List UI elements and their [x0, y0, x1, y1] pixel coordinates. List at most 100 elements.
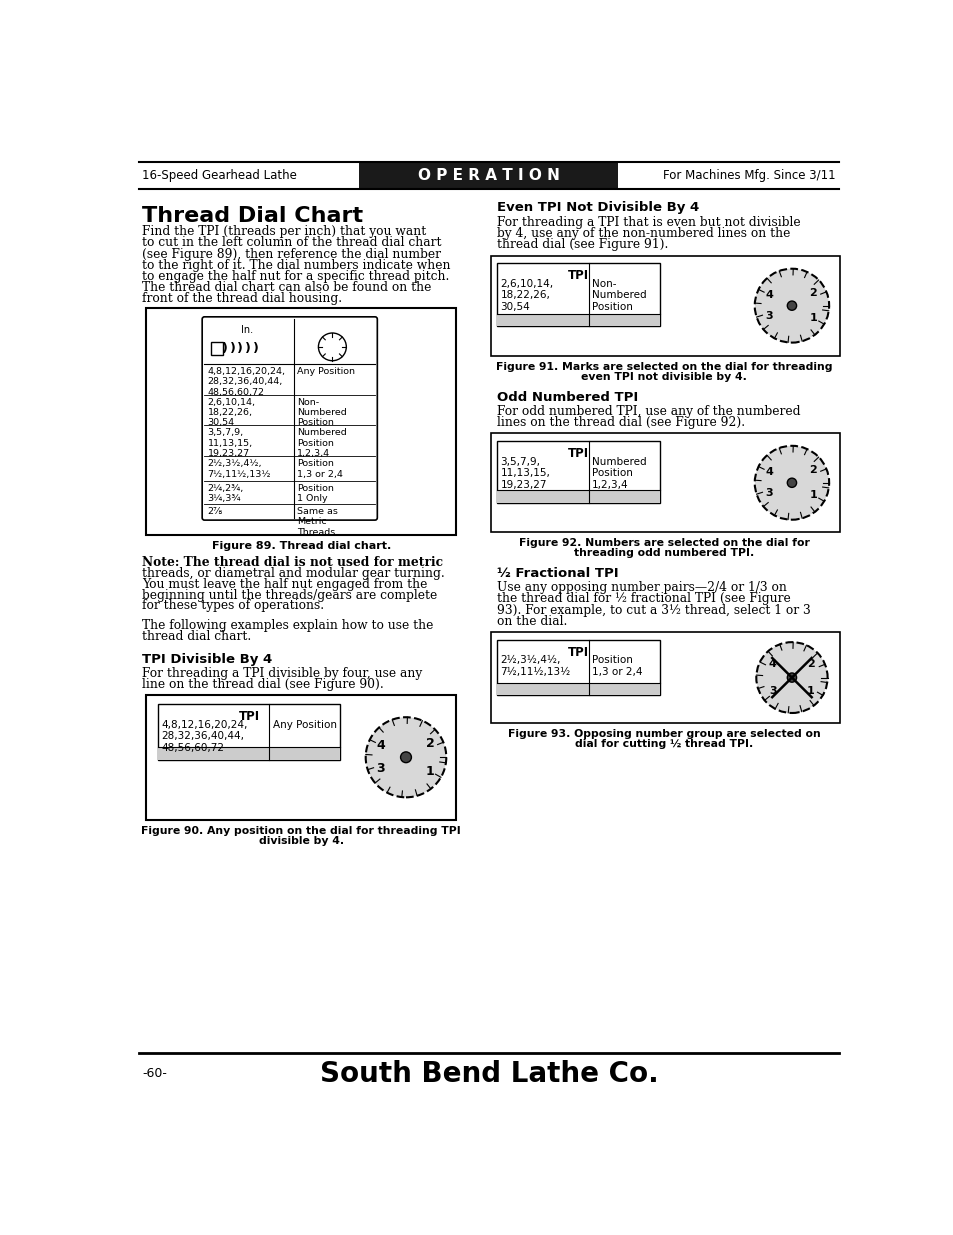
Text: Numbered
Position
1,2,3,4: Numbered Position 1,2,3,4	[296, 429, 346, 458]
Text: ): )	[237, 342, 243, 356]
Text: to engage the half nut for a specific thread pitch.: to engage the half nut for a specific th…	[142, 270, 450, 283]
Text: by 4, use any of the non-numbered lines on the: by 4, use any of the non-numbered lines …	[497, 227, 790, 240]
Text: 3: 3	[765, 488, 773, 498]
Circle shape	[365, 718, 446, 798]
Text: South Bend Lathe Co.: South Bend Lathe Co.	[319, 1060, 658, 1088]
Text: on the dial.: on the dial.	[497, 615, 567, 627]
Text: Even TPI Not Divisible By 4: Even TPI Not Divisible By 4	[497, 200, 699, 214]
Text: TPI: TPI	[568, 269, 589, 283]
Text: ½ Fractional TPI: ½ Fractional TPI	[497, 567, 618, 580]
Text: For threading a TPI that is even but not divisible: For threading a TPI that is even but not…	[497, 216, 801, 228]
Text: Figure 92. Numbers are selected on the dial for: Figure 92. Numbers are selected on the d…	[518, 538, 809, 548]
Text: 2½,3½,4½,
7½,11½,13½: 2½,3½,4½, 7½,11½,13½	[208, 459, 271, 479]
Text: dial for cutting ½ thread TPI.: dial for cutting ½ thread TPI.	[575, 740, 753, 750]
Text: 2: 2	[809, 288, 817, 299]
Text: thread dial (see Figure 91).: thread dial (see Figure 91).	[497, 238, 668, 251]
Text: TPI: TPI	[568, 447, 589, 461]
Text: You must leave the half nut engaged from the: You must leave the half nut engaged from…	[142, 578, 428, 590]
Text: The thread dial chart can also be found on the: The thread dial chart can also be found …	[142, 282, 432, 294]
Text: 4: 4	[768, 659, 776, 669]
Text: 4: 4	[764, 467, 773, 478]
Text: -60-: -60-	[142, 1067, 167, 1081]
Text: 3: 3	[765, 311, 773, 321]
Text: Any Position: Any Position	[273, 720, 336, 730]
Text: 3,5,7,9,
11,13,15,
19,23,27: 3,5,7,9, 11,13,15, 19,23,27	[500, 457, 550, 490]
FancyBboxPatch shape	[146, 308, 456, 535]
Text: ): )	[221, 342, 228, 356]
FancyBboxPatch shape	[202, 317, 377, 520]
Text: 2: 2	[425, 737, 434, 750]
Text: Non-
Numbered
Position: Non- Numbered Position	[592, 279, 646, 312]
Text: (see Figure 89), then reference the dial number: (see Figure 89), then reference the dial…	[142, 247, 441, 261]
Text: 1: 1	[425, 764, 434, 778]
Text: 1: 1	[809, 312, 817, 324]
Text: 1: 1	[809, 490, 817, 500]
Text: line on the thread dial (see Figure 90).: line on the thread dial (see Figure 90).	[142, 678, 384, 690]
Circle shape	[754, 269, 828, 342]
Text: Find the TPI (threads per inch) that you want: Find the TPI (threads per inch) that you…	[142, 225, 426, 238]
Text: 2,6,10,14,
18,22,26,
30,54: 2,6,10,14, 18,22,26, 30,54	[208, 398, 255, 427]
Text: 2: 2	[806, 659, 814, 669]
Text: 2: 2	[809, 466, 817, 475]
FancyBboxPatch shape	[491, 433, 840, 532]
Text: ): )	[245, 342, 251, 356]
FancyBboxPatch shape	[497, 683, 659, 695]
Text: to the right of it. The dial numbers indicate when: to the right of it. The dial numbers ind…	[142, 258, 451, 272]
Text: 3,5,7,9,
11,13,15,
19,23,27: 3,5,7,9, 11,13,15, 19,23,27	[208, 429, 253, 458]
FancyBboxPatch shape	[497, 490, 659, 503]
Text: The following examples explain how to use the: The following examples explain how to us…	[142, 620, 434, 632]
Text: TPI Divisible By 4: TPI Divisible By 4	[142, 653, 273, 667]
FancyBboxPatch shape	[497, 314, 659, 326]
FancyBboxPatch shape	[158, 747, 340, 760]
Text: Figure 93. Opposing number group are selected on: Figure 93. Opposing number group are sel…	[507, 729, 820, 740]
Text: ): )	[230, 342, 235, 356]
Text: 4: 4	[375, 739, 385, 752]
Text: Position
1,3 or 2,4: Position 1,3 or 2,4	[592, 656, 641, 677]
FancyBboxPatch shape	[158, 704, 340, 760]
Text: In.: In.	[241, 325, 253, 335]
Text: Any Position: Any Position	[296, 367, 355, 375]
Text: Position
1 Only: Position 1 Only	[296, 484, 334, 504]
Text: Odd Numbered TPI: Odd Numbered TPI	[497, 391, 638, 404]
Text: Figure 90. Any position on the dial for threading TPI: Figure 90. Any position on the dial for …	[141, 826, 460, 836]
Text: Figure 91. Marks are selected on the dial for threading: Figure 91. Marks are selected on the dia…	[496, 362, 831, 372]
Circle shape	[756, 642, 827, 713]
Text: for these types of operations.: for these types of operations.	[142, 599, 324, 613]
Circle shape	[786, 478, 796, 488]
Text: thread dial chart.: thread dial chart.	[142, 630, 252, 643]
Text: For odd numbered TPI, use any of the numbered: For odd numbered TPI, use any of the num…	[497, 405, 801, 417]
Text: Note: The thread dial is not used for metric: Note: The thread dial is not used for me…	[142, 556, 443, 569]
Text: TPI: TPI	[238, 710, 259, 724]
Text: 16-Speed Gearhead Lathe: 16-Speed Gearhead Lathe	[142, 169, 297, 182]
Text: 3: 3	[768, 685, 776, 695]
Text: Non-
Numbered
Position: Non- Numbered Position	[296, 398, 346, 427]
FancyBboxPatch shape	[146, 695, 456, 820]
Text: Thread Dial Chart: Thread Dial Chart	[142, 206, 363, 226]
Text: O P E R A T I O N: O P E R A T I O N	[417, 168, 559, 183]
Text: threads, or diametral and modular gear turning.: threads, or diametral and modular gear t…	[142, 567, 445, 580]
Text: divisible by 4.: divisible by 4.	[258, 836, 344, 846]
Text: threading odd numbered TPI.: threading odd numbered TPI.	[574, 548, 754, 558]
Text: For threading a TPI divisible by four, use any: For threading a TPI divisible by four, u…	[142, 667, 422, 680]
Text: 93). For example, to cut a 3½ thread, select 1 or 3: 93). For example, to cut a 3½ thread, se…	[497, 604, 810, 616]
Circle shape	[786, 301, 796, 310]
Text: Position
1,3 or 2,4: Position 1,3 or 2,4	[296, 459, 342, 479]
Text: 2,6,10,14,
18,22,26,
30,54: 2,6,10,14, 18,22,26, 30,54	[500, 279, 553, 312]
Text: beginning until the threads/gears are complete: beginning until the threads/gears are co…	[142, 589, 437, 601]
Text: Figure 89. Thread dial chart.: Figure 89. Thread dial chart.	[212, 541, 391, 551]
Text: lines on the thread dial (see Figure 92).: lines on the thread dial (see Figure 92)…	[497, 416, 745, 429]
Text: 2¼,2¾,
3¼,3¾: 2¼,2¾, 3¼,3¾	[208, 484, 244, 504]
Text: TPI: TPI	[568, 646, 589, 659]
Text: 4: 4	[764, 290, 773, 300]
Text: to cut in the left column of the thread dial chart: to cut in the left column of the thread …	[142, 236, 441, 249]
FancyBboxPatch shape	[491, 632, 840, 722]
Text: the thread dial for ½ fractional TPI (see Figure: the thread dial for ½ fractional TPI (se…	[497, 593, 790, 605]
Circle shape	[786, 673, 796, 682]
Circle shape	[754, 446, 828, 520]
Text: 4,8,12,16,20,24,
28,32,36,40,44,
48,56,60,72: 4,8,12,16,20,24, 28,32,36,40,44, 48,56,6…	[208, 367, 285, 396]
Text: Use any opposing number pairs—2/4 or 1/3 on: Use any opposing number pairs—2/4 or 1/3…	[497, 582, 786, 594]
Text: For Machines Mfg. Since 3/11: For Machines Mfg. Since 3/11	[662, 169, 835, 182]
Text: ): )	[253, 342, 258, 356]
Text: 2½,3½,4½,
7½,11½,13½: 2½,3½,4½, 7½,11½,13½	[500, 656, 570, 677]
FancyBboxPatch shape	[497, 441, 659, 503]
